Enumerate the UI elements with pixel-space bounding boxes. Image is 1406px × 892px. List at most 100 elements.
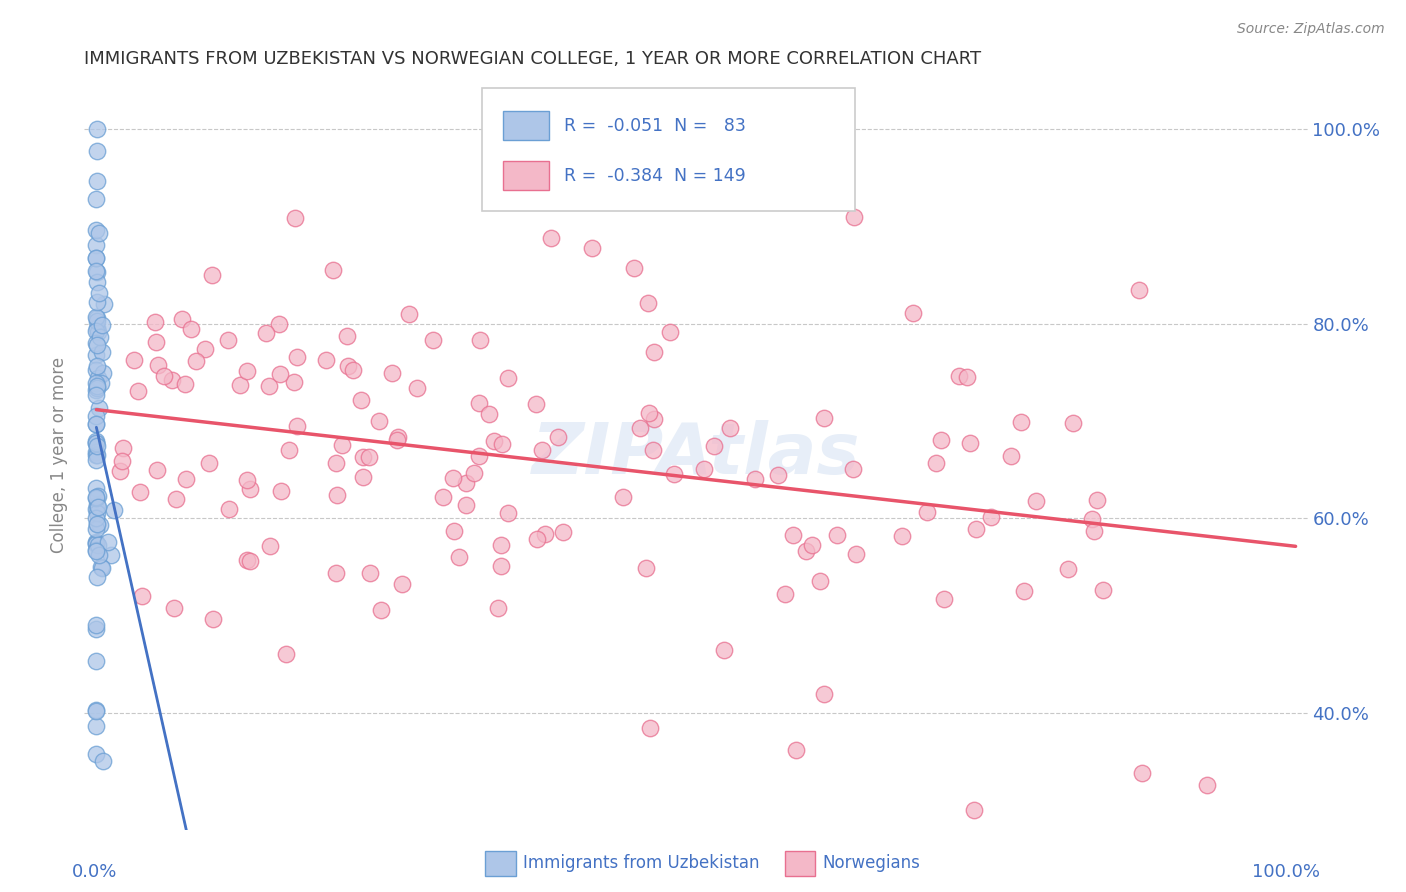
- Point: [385, 433, 408, 447]
- Point: [259, 378, 281, 392]
- Point: [86, 522, 108, 536]
- Point: [174, 376, 197, 391]
- Point: [782, 528, 804, 542]
- Point: [491, 538, 513, 552]
- Point: [1085, 493, 1108, 508]
- Point: [359, 566, 381, 580]
- Point: [218, 502, 240, 516]
- Point: [86, 534, 108, 549]
- Point: [86, 491, 108, 505]
- Point: [86, 654, 108, 668]
- Point: [86, 517, 108, 532]
- Point: [693, 462, 716, 476]
- Point: [87, 500, 110, 514]
- Point: [86, 252, 108, 266]
- Point: [86, 510, 108, 524]
- Point: [813, 687, 835, 701]
- Point: [86, 174, 108, 188]
- Point: [352, 470, 374, 484]
- Point: [90, 318, 112, 332]
- Text: 100.0%: 100.0%: [1251, 863, 1320, 881]
- Point: [180, 322, 202, 336]
- Point: [441, 471, 464, 485]
- Point: [86, 448, 108, 462]
- Point: [172, 312, 194, 326]
- Point: [540, 231, 562, 245]
- Point: [454, 476, 477, 491]
- Point: [201, 268, 224, 283]
- Point: [496, 506, 519, 520]
- Text: ZIPAtlas: ZIPAtlas: [531, 420, 860, 490]
- Point: [353, 450, 375, 464]
- Point: [530, 443, 553, 458]
- Point: [110, 464, 132, 478]
- Point: [86, 502, 108, 516]
- Point: [86, 335, 108, 350]
- Point: [636, 560, 658, 574]
- Point: [478, 407, 501, 421]
- Point: [283, 211, 305, 226]
- Point: [254, 326, 277, 340]
- Point: [97, 535, 120, 549]
- Y-axis label: College, 1 year or more: College, 1 year or more: [51, 357, 69, 553]
- Point: [486, 601, 509, 615]
- Text: R =  -0.384  N = 149: R = -0.384 N = 149: [564, 168, 745, 186]
- Point: [86, 122, 108, 136]
- Point: [965, 522, 987, 536]
- Point: [86, 747, 108, 761]
- Point: [86, 324, 108, 338]
- Point: [239, 554, 262, 568]
- Point: [86, 498, 108, 512]
- Point: [638, 405, 661, 419]
- Point: [643, 443, 665, 458]
- Point: [808, 574, 831, 588]
- Point: [336, 359, 359, 374]
- Point: [468, 333, 491, 347]
- Point: [87, 227, 110, 241]
- Point: [86, 704, 108, 718]
- Point: [194, 343, 217, 357]
- Point: [127, 384, 149, 398]
- Point: [86, 379, 108, 393]
- Point: [350, 392, 373, 407]
- Point: [86, 348, 108, 362]
- Point: [86, 223, 108, 237]
- Point: [86, 703, 108, 717]
- Point: [86, 381, 108, 395]
- Point: [86, 251, 108, 265]
- Point: [322, 263, 344, 277]
- Point: [1012, 584, 1035, 599]
- Point: [131, 590, 153, 604]
- Point: [980, 510, 1002, 524]
- Point: [662, 467, 685, 482]
- Point: [524, 397, 547, 411]
- Point: [637, 296, 659, 310]
- Point: [801, 538, 824, 552]
- Point: [89, 549, 111, 563]
- Point: [229, 378, 252, 392]
- Point: [842, 461, 865, 475]
- Point: [330, 438, 353, 452]
- Point: [370, 603, 392, 617]
- Point: [86, 490, 108, 504]
- Point: [235, 364, 257, 378]
- Point: [387, 430, 409, 444]
- Point: [86, 314, 108, 328]
- Point: [1025, 494, 1047, 508]
- Point: [128, 484, 150, 499]
- Point: [432, 490, 454, 504]
- Point: [86, 384, 108, 398]
- Point: [202, 612, 225, 626]
- Point: [269, 318, 291, 332]
- Point: [86, 481, 108, 495]
- Point: [903, 306, 925, 320]
- Point: [315, 353, 337, 368]
- Point: [768, 467, 790, 482]
- Point: [86, 310, 108, 325]
- Bar: [503, 111, 550, 140]
- Point: [1057, 562, 1080, 576]
- Point: [959, 436, 981, 450]
- Point: [103, 503, 125, 517]
- Point: [1128, 284, 1150, 298]
- Point: [86, 622, 108, 636]
